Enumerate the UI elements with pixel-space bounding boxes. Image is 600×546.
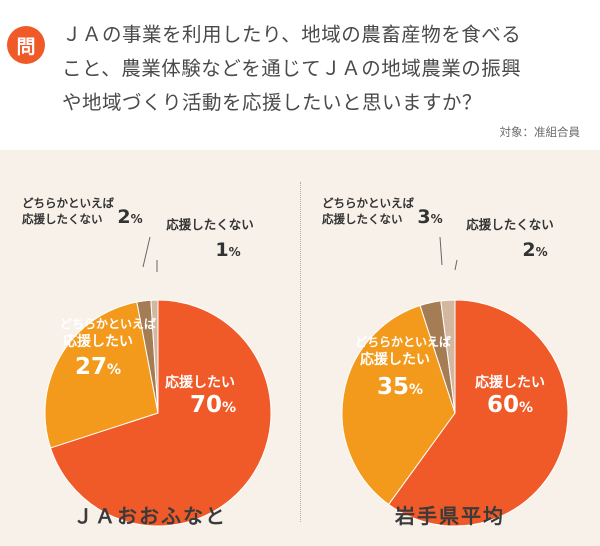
pie-slice-ja-ofunato-support bbox=[49, 299, 272, 527]
slice-label-iwate-average-somewhat-support-line2: 応援したい bbox=[360, 351, 430, 368]
question-text: ＪＡの事業を利用したり、地域の農畜産物を食べる こと、農業体験などを通じてＪＡの… bbox=[62, 18, 587, 120]
pie-slice-iwate-average-support bbox=[387, 299, 569, 527]
slice-value-ja-ofunato-not-support: 1% bbox=[215, 239, 240, 261]
leader-line-iwate-average-1 bbox=[454, 259, 458, 271]
leader-line-ja-ofunato-0 bbox=[142, 236, 151, 268]
slice-label-ja-ofunato-not-support: 応援したくない bbox=[166, 217, 254, 232]
pie-slice-iwate-average-somewhat-support bbox=[341, 304, 456, 506]
slice-value-ja-ofunato-support: 70% bbox=[190, 392, 236, 418]
slice-value-ja-ofunato-somewhat-support: 27% bbox=[75, 354, 121, 380]
pie-slice-ja-ofunato-not-support bbox=[150, 299, 159, 414]
slice-label-ja-ofunato-somewhat-not-support-line1: どちらかといえば bbox=[22, 196, 114, 210]
chart-title-ja-ofunato: ＪＡおおふなと bbox=[73, 504, 227, 528]
slice-label-ja-ofunato-somewhat-support-line1: どちらかといえば bbox=[60, 316, 156, 331]
slice-label-iwate-average-somewhat-not-support-line1: どちらかといえば bbox=[322, 196, 414, 210]
pie-slice-ja-ofunato-somewhat-support bbox=[44, 301, 159, 449]
slice-label-iwate-average-not-support: 応援したくない bbox=[466, 217, 554, 232]
chart-divider bbox=[300, 182, 301, 522]
question-line-1: ＪＡの事業を利用したり、地域の農畜産物を食べる bbox=[62, 23, 522, 46]
question-area: 問 ＪＡの事業を利用したり、地域の農畜産物を食べる こと、農業体験などを通じてＪ… bbox=[0, 0, 600, 150]
slice-label-ja-ofunato-somewhat-support-line2: 応援したい bbox=[63, 333, 133, 350]
question-line-2: こと、農業体験などを通じてＪＡの地域農業の振興 bbox=[62, 57, 522, 80]
slice-value-iwate-average-support: 60% bbox=[487, 392, 533, 418]
slice-value-ja-ofunato-somewhat-not-support: 2% bbox=[117, 206, 142, 228]
slice-label-ja-ofunato-somewhat-not-support-line2: 応援したくない bbox=[22, 212, 103, 226]
leader-line-iwate-average-0 bbox=[439, 236, 443, 266]
chart-title-iwate-average: 岩手県平均 bbox=[395, 504, 505, 528]
chart-area: 応援したい 70% どちらかといえば 応援したい 27% どちらかといえば 応援したくない 2… bbox=[0, 150, 600, 546]
target-note: 対象：准組合員 bbox=[499, 125, 581, 139]
slice-label-ja-ofunato-support: 応援したい bbox=[165, 374, 235, 391]
slice-label-iwate-average-support: 応援したい bbox=[475, 374, 545, 391]
slice-label-iwate-average-somewhat-support-line1: どちらかといえば bbox=[355, 334, 451, 349]
pie-slice-iwate-average-not-support bbox=[440, 299, 456, 414]
slice-value-iwate-average-somewhat-not-support: 3% bbox=[417, 206, 442, 228]
question-badge: 問 bbox=[7, 26, 45, 64]
question-line-3: や地域づくり活動を応援したいと思いますか？ bbox=[62, 91, 483, 114]
slice-value-iwate-average-somewhat-support: 35% bbox=[377, 374, 423, 400]
slice-label-iwate-average-somewhat-not-support-line2: 応援したくない bbox=[322, 212, 403, 226]
slice-value-iwate-average-not-support: 2% bbox=[522, 239, 547, 261]
